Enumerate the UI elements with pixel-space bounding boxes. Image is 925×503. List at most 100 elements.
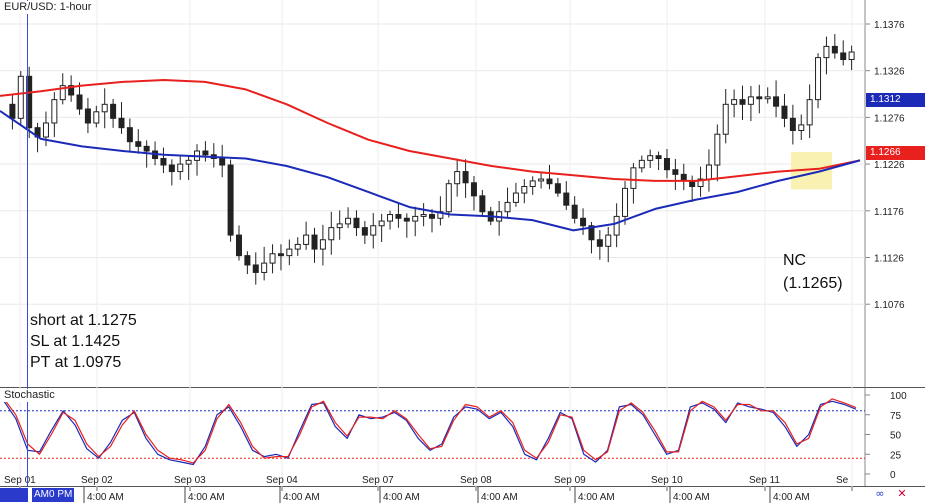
marker-value: (1.1265) bbox=[783, 275, 843, 292]
candle-body bbox=[51, 99, 58, 124]
annotation-line-3: PT at 1.0975 bbox=[30, 354, 121, 371]
time-axis-ticks: Sep 01 Sep 02 Sep 03 Sep 04 Sep 07 Sep 08 Sep … bbox=[4, 475, 853, 503]
candle-body bbox=[303, 234, 310, 245]
candle-body bbox=[789, 117, 796, 131]
candle-body bbox=[42, 122, 49, 138]
date-tick-label: Sep 11 bbox=[749, 475, 780, 486]
candle-body bbox=[722, 103, 729, 135]
candle-body bbox=[235, 234, 242, 257]
last-price-tag: 1.1312 bbox=[866, 93, 925, 107]
price-tick-label: 1.1326 bbox=[874, 67, 905, 78]
candle-body bbox=[101, 103, 108, 113]
candle-body bbox=[546, 178, 553, 185]
candle-body bbox=[387, 214, 394, 222]
stochastic-tick-label: 25 bbox=[890, 450, 902, 461]
candle-body bbox=[831, 45, 838, 54]
moving-average-layer bbox=[0, 79, 861, 232]
candle-body bbox=[59, 85, 66, 101]
candle-body bbox=[605, 234, 612, 247]
candle-body bbox=[177, 163, 184, 173]
date-tick-label: Sep 01 bbox=[4, 475, 36, 486]
ma-value-tag: 1.1266 bbox=[866, 146, 925, 160]
settings-icon[interactable]: ✕ bbox=[897, 487, 907, 500]
candle-body bbox=[294, 243, 301, 250]
date-tick-label: Sep 03 bbox=[174, 475, 206, 486]
candle-body bbox=[840, 52, 847, 60]
candle-body bbox=[93, 111, 100, 124]
candle-body bbox=[311, 234, 318, 250]
candle-body bbox=[756, 96, 763, 100]
candle-body bbox=[403, 217, 410, 222]
candle-body bbox=[613, 215, 620, 236]
candle-body bbox=[219, 157, 226, 166]
stochastic-tick-label: 100 bbox=[890, 391, 907, 402]
candle-body bbox=[529, 180, 536, 188]
price-tick-label: 1.1176 bbox=[874, 207, 904, 218]
candle-body bbox=[580, 217, 587, 227]
time-tick-label: 4:00 AM bbox=[188, 492, 225, 503]
candle-body bbox=[185, 159, 192, 165]
candle-body bbox=[538, 178, 545, 182]
candle-body bbox=[848, 51, 855, 60]
candle-body bbox=[638, 159, 645, 169]
candle-body bbox=[345, 217, 352, 225]
candle-body bbox=[445, 183, 452, 213]
link-icon[interactable]: ∞ bbox=[875, 487, 885, 500]
candle-body bbox=[135, 141, 142, 147]
price-tick-label: 1.1276 bbox=[874, 113, 905, 124]
chart-title[interactable]: EUR/USD: 1-hour bbox=[2, 1, 94, 14]
price-axis-ticks: 1.1376 1.1326 1.1276 1.1226 1.1176 1.1126 1.10… bbox=[865, 20, 905, 311]
candle-body bbox=[68, 85, 75, 96]
candle-body bbox=[697, 178, 704, 188]
candle-body bbox=[227, 164, 234, 236]
candle-body bbox=[9, 103, 16, 119]
candle-body bbox=[244, 255, 251, 266]
candle-body bbox=[261, 262, 268, 273]
time-tick-label: 4:00 AM bbox=[673, 492, 710, 503]
candle-body bbox=[160, 157, 167, 166]
candle-body bbox=[773, 96, 780, 107]
candle-body bbox=[286, 248, 293, 257]
candle-body bbox=[705, 164, 712, 180]
marker-label: NC bbox=[783, 252, 806, 269]
candle-body bbox=[663, 157, 670, 171]
candle-body bbox=[84, 108, 91, 124]
date-tick-label: Sep 08 bbox=[460, 475, 492, 486]
stochastic-title[interactable]: Stochastic bbox=[2, 389, 57, 402]
candle-body bbox=[512, 192, 519, 203]
candle-body bbox=[747, 96, 754, 105]
candle-body bbox=[630, 167, 637, 189]
candle-body bbox=[781, 105, 788, 119]
candle-body bbox=[328, 227, 335, 241]
price-tick-label: 1.1076 bbox=[874, 300, 905, 311]
moving-average-line bbox=[0, 79, 861, 182]
candle-body bbox=[353, 217, 360, 229]
candle-body bbox=[76, 94, 83, 110]
candle-body bbox=[554, 183, 561, 194]
candle-body bbox=[714, 133, 721, 166]
stochastic-tick-label: 50 bbox=[890, 431, 902, 442]
time-tick-label: 4:00 AM bbox=[283, 492, 320, 503]
candle-body bbox=[647, 155, 654, 161]
candle-body bbox=[429, 214, 435, 219]
candle-body bbox=[470, 182, 477, 197]
candlestick-series bbox=[9, 34, 855, 285]
candle-body bbox=[26, 75, 33, 129]
candle-body bbox=[277, 253, 284, 257]
candle-body bbox=[168, 164, 175, 173]
price-tick-label: 1.1226 bbox=[874, 160, 905, 171]
main-pane[interactable] bbox=[0, 0, 865, 388]
date-tick-label: Se bbox=[836, 475, 849, 486]
date-tick-label: Sep 02 bbox=[81, 475, 113, 486]
candle-body bbox=[588, 225, 595, 241]
candle-body bbox=[143, 145, 150, 152]
candle-body bbox=[118, 117, 125, 129]
candle-body bbox=[412, 215, 419, 222]
stochastic-pane[interactable] bbox=[0, 390, 865, 486]
candle-body bbox=[378, 220, 385, 227]
candle-body bbox=[17, 75, 24, 119]
time-tick-label: 4:00 AM bbox=[87, 492, 124, 503]
candle-body bbox=[110, 103, 117, 119]
